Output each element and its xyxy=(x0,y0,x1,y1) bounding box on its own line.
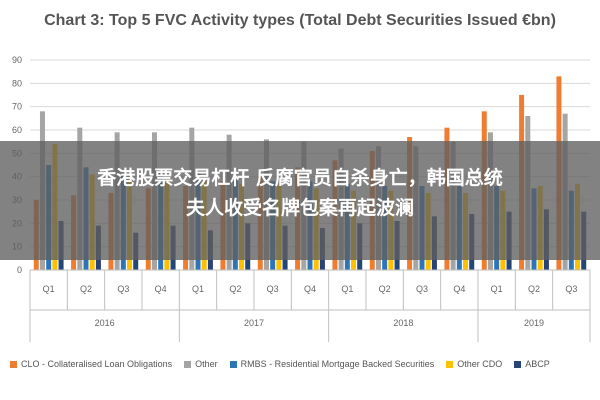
overlay-caption-line-2: 夫人收受名牌包案再起波澜 xyxy=(185,197,414,219)
legend-label: CLO - Collateralised Loan Obligations xyxy=(21,359,173,369)
legend-label: ABCP xyxy=(525,359,550,369)
y-tick-label: 60 xyxy=(12,125,22,135)
x-tick-label: Q1 xyxy=(341,284,353,294)
legend-label: Other xyxy=(195,359,218,369)
x-tick-label: Q1 xyxy=(192,284,204,294)
x-group-label: 2017 xyxy=(244,318,264,328)
legend-item: CLO - Collateralised Loan Obligations xyxy=(10,359,172,369)
caption-overlay xyxy=(0,141,600,260)
y-tick-label: 70 xyxy=(12,102,22,112)
x-tick-label: Q2 xyxy=(229,284,241,294)
legend-item: Other xyxy=(184,359,218,369)
x-tick-label: Q3 xyxy=(267,284,279,294)
legend-swatch xyxy=(446,360,454,368)
x-tick-label: Q1 xyxy=(43,284,55,294)
x-tick-label: Q4 xyxy=(304,284,316,294)
chart-title: Chart 3: Top 5 FVC Activity types (Total… xyxy=(44,12,556,29)
x-tick-label: Q3 xyxy=(117,284,129,294)
x-group-label: 2018 xyxy=(393,318,413,328)
x-tick-label: Q4 xyxy=(453,284,465,294)
legend-swatch xyxy=(184,360,192,368)
legend-swatch xyxy=(10,360,17,368)
legend-item: RMBS - Residential Mortgage Backed Secur… xyxy=(229,359,435,369)
legend-swatch xyxy=(514,360,522,368)
x-tick-label: Q2 xyxy=(528,284,540,294)
overlay-caption: 香港股票交易杠杆 反腐官员自杀身亡，韩国总统 夫人收受名牌包案再起波澜 xyxy=(0,163,600,223)
legend-label: RMBS - Residential Mortgage Backed Secur… xyxy=(240,359,435,369)
x-group-label: 2016 xyxy=(95,318,115,328)
x-tick-label: Q1 xyxy=(491,284,503,294)
overlay-caption-line-1: 香港股票交易杠杆 反腐官员自杀身亡，韩国总统 xyxy=(97,167,503,189)
legend-label: Other CDO xyxy=(457,359,503,369)
y-tick-label: 0 xyxy=(17,265,22,275)
legend-item: Other CDO xyxy=(446,359,502,369)
legend-swatch xyxy=(229,360,237,368)
y-tick-label: 80 xyxy=(12,78,22,88)
x-tick-label: Q3 xyxy=(565,284,577,294)
x-tick-label: Q2 xyxy=(379,284,391,294)
x-group-label: 2019 xyxy=(524,318,544,328)
x-tick-label: Q4 xyxy=(155,284,167,294)
legend-item: ABCP xyxy=(514,359,550,369)
legend: CLO - Collateralised Loan Obligations Oth… xyxy=(10,356,595,372)
x-tick-label: Q2 xyxy=(80,284,92,294)
x-tick-label: Q3 xyxy=(416,284,428,294)
x-axis: Q1 Q2 Q3 Q4 Q1 Q2 Q3 Q4 Q1 Q2 Q3 Q4 Q1 Q2 Q3 2016 2017 20… xyxy=(29,269,591,342)
y-tick-label: 90 xyxy=(12,55,22,65)
